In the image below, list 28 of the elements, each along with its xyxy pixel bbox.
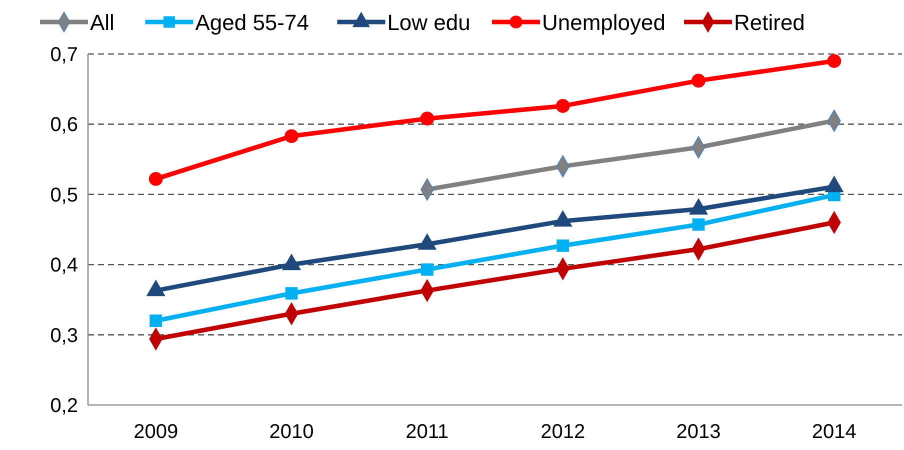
point [420,263,434,276]
y-tick-label: 0,3 [50,324,78,347]
x-tick-label: 2009 [134,421,178,443]
legend-label: Low edu [387,10,470,35]
point [692,74,706,88]
legend-label: All [90,10,114,35]
y-tick-label: 0,7 [50,44,78,66]
point [148,172,163,186]
y-tick-label: 0,2 [50,395,78,417]
x-tick-label: 2014 [812,421,856,443]
y-tick-label: 0,6 [50,114,78,136]
legend-label: Unemployed [542,10,666,35]
x-tick-label: 2011 [406,421,449,443]
x-tick-label: 2010 [269,421,314,443]
point [150,314,162,327]
point [692,218,705,231]
y-tick-label: 0,5 [50,184,78,206]
y-tick-label: 0,4 [50,254,78,277]
point [827,54,842,68]
point [420,112,434,126]
legend-label: Retired [734,10,805,35]
point [284,129,298,144]
x-tick-label: 2012 [540,421,586,443]
legend-label: Aged 55-74 [195,10,309,35]
point [556,99,570,113]
x-tick-label: 2013 [676,421,721,443]
point [285,287,298,300]
point [556,239,570,252]
